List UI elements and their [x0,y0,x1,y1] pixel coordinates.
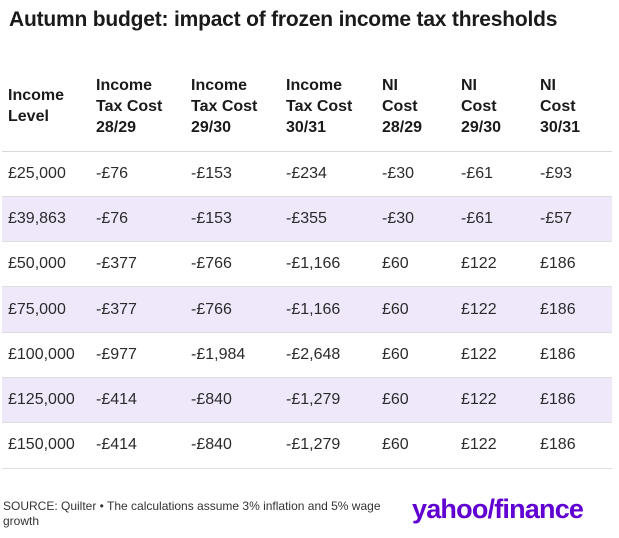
table-row: £50,000 -£377 -£766 -£1,166 £60 £122 £186 [2,241,612,288]
value-cell: -£840 [185,377,280,424]
value-cell: £186 [534,241,612,288]
value-cell: -£76 [90,151,185,197]
table-body: £25,000 -£76 -£153 -£234 -£30 -£61 -£93 £39,863… [2,151,612,469]
value-cell: -£414 [90,422,185,469]
column-header-line: NI [540,76,556,94]
column-header-line: Cost [461,97,497,115]
value-cell: -£61 [455,151,534,197]
logo-finance: finance [494,494,584,524]
logo-yahoo: yahoo/ [412,494,495,524]
value-cell: -£766 [185,286,280,333]
column-header-line: 28/29 [382,118,423,136]
column-header-line: Cost [382,97,418,115]
income-level-cell: £150,000 [2,422,90,469]
income-level-cell: £25,000 [2,151,90,197]
value-cell: £186 [534,286,612,333]
value-cell: -£1,166 [280,286,376,333]
chart-title: Autumn budget: impact of frozen income t… [9,8,558,31]
value-cell: -£1,279 [280,377,376,424]
value-cell: £186 [534,377,612,424]
column-header-line: Income [96,76,153,94]
column-header-line: Income [286,76,343,94]
table-row: £100,000 -£977 -£1,984 -£2,648 £60 £122 £186 [2,332,612,378]
value-cell: -£1,166 [280,241,376,288]
income-level-cell: £39,863 [2,196,90,243]
value-cell: -£977 [90,332,185,378]
column-header-line: 30/31 [286,118,327,136]
column-header-1: Income Tax Cost 28/29 [90,62,185,152]
tax-table: Income Level Income Tax Cost 28/29 Income Tax … [2,62,612,469]
table-row: £125,000 -£414 -£840 -£1,279 £60 £122 £186 [2,377,612,424]
column-header-line: NI [382,76,398,94]
value-cell: -£234 [280,151,376,197]
column-header-line: 29/30 [461,118,502,136]
column-header-line: Tax Cost [286,97,353,115]
column-header-line: Tax Cost [96,97,163,115]
column-header-line: 30/31 [540,118,581,136]
value-cell: -£30 [376,196,455,243]
value-cell: -£377 [90,241,185,288]
value-cell: -£57 [534,196,612,243]
table-row: £150,000 -£414 -£840 -£1,279 £60 £122 £186 [2,422,612,469]
column-header-line: Level [8,108,49,126]
value-cell: £60 [376,332,455,378]
column-header-line: Tax Cost [191,97,258,115]
table-row: £25,000 -£76 -£153 -£234 -£30 -£61 -£93 [2,151,612,197]
value-cell: -£30 [376,151,455,197]
table-row: £75,000 -£377 -£766 -£1,166 £60 £122 £186 [2,286,612,333]
value-cell: -£153 [185,196,280,243]
income-level-cell: £50,000 [2,241,90,288]
column-header-line: Income [191,76,248,94]
value-cell: £122 [455,377,534,424]
value-cell: £186 [534,332,612,378]
income-level-cell: £125,000 [2,377,90,424]
column-header-4: NI Cost 28/29 [376,62,455,152]
column-header-line: NI [461,76,477,94]
value-cell: £60 [376,286,455,333]
column-header-line: Income [8,87,65,105]
income-level-cell: £100,000 [2,332,90,378]
source-note: SOURCE: Quilter • The calculations assum… [3,499,381,528]
value-cell: -£2,648 [280,332,376,378]
income-level-cell: £75,000 [2,286,90,333]
value-cell: -£93 [534,151,612,197]
value-cell: -£1,279 [280,422,376,469]
column-header-5: NI Cost 29/30 [455,62,534,152]
value-cell: £122 [455,332,534,378]
column-header-3: Income Tax Cost 30/31 [280,62,376,152]
column-header-2: Income Tax Cost 29/30 [185,62,280,152]
table-header-row: Income Level Income Tax Cost 28/29 Income Tax … [2,62,612,152]
value-cell: -£840 [185,422,280,469]
value-cell: -£76 [90,196,185,243]
value-cell: -£153 [185,151,280,197]
yahoo-finance-logo: yahoo/finance [412,493,584,525]
value-cell: £122 [455,286,534,333]
value-cell: -£766 [185,241,280,288]
column-header-line: Cost [540,97,576,115]
value-cell: £122 [455,241,534,288]
table-row: £39,863 -£76 -£153 -£355 -£30 -£61 -£57 [2,196,612,243]
value-cell: -£1,984 [185,332,280,378]
column-header-line: 29/30 [191,118,232,136]
column-header-line: 28/29 [96,118,137,136]
column-header-6: NI Cost 30/31 [534,62,612,152]
value-cell: £122 [455,422,534,469]
value-cell: £60 [376,422,455,469]
value-cell: £60 [376,377,455,424]
value-cell: -£414 [90,377,185,424]
value-cell: -£61 [455,196,534,243]
value-cell: -£377 [90,286,185,333]
column-header-0: Income Level [2,62,90,152]
value-cell: £60 [376,241,455,288]
value-cell: £186 [534,422,612,469]
value-cell: -£355 [280,196,376,243]
